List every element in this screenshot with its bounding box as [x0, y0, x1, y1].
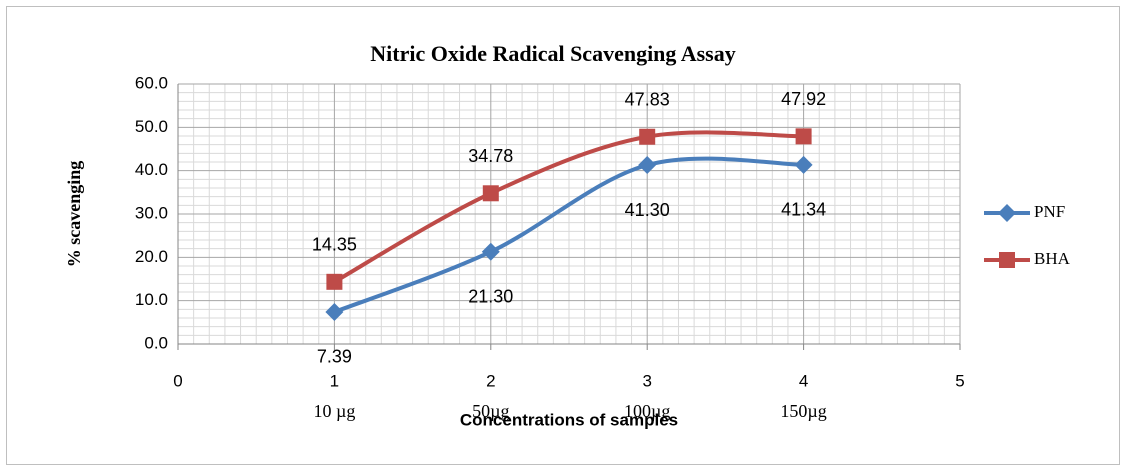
data-label: 7.39 [317, 347, 352, 367]
data-label: 21.30 [468, 286, 513, 306]
y-tick-label: 60.0 [135, 73, 168, 92]
data-label: 41.30 [625, 200, 670, 220]
legend-label: BHA [1034, 249, 1071, 268]
y-tick-label: 20.0 [135, 247, 168, 266]
legend-marker [998, 204, 1016, 222]
marker [326, 273, 343, 290]
data-label: 41.34 [781, 200, 826, 220]
data-label: 34.78 [468, 146, 513, 166]
data-label: 47.83 [625, 89, 670, 109]
marker [325, 302, 344, 321]
y-tick-label: 30.0 [135, 203, 168, 222]
x-axis-title: Concentrations of samples [460, 410, 678, 429]
x-tick-label: 1 [330, 371, 339, 390]
marker [638, 156, 657, 175]
legend-marker [999, 252, 1015, 268]
y-tick-label: 40.0 [135, 160, 168, 179]
concentration-label: 150µg [780, 401, 826, 421]
x-tick-label: 2 [486, 371, 495, 390]
legend-label: PNF [1034, 202, 1065, 221]
x-tick-label: 5 [955, 371, 964, 390]
concentration-label: 50µg [472, 401, 509, 421]
marker [639, 128, 656, 145]
x-tick-label: 3 [642, 371, 651, 390]
marker [795, 128, 812, 145]
chart-title: Nitric Oxide Radical Scavenging Assay [370, 41, 735, 66]
chart-border [6, 6, 1120, 465]
marker [794, 155, 813, 174]
x-tick-label: 0 [173, 371, 182, 390]
concentration-label: 10 µg [313, 401, 355, 421]
marker [481, 242, 500, 261]
series-line [333, 130, 804, 284]
y-tick-label: 50.0 [135, 117, 168, 136]
y-tick-label: 0.0 [144, 333, 168, 352]
series-line [333, 156, 804, 314]
x-tick-label: 4 [799, 371, 808, 390]
y-tick-label: 10.0 [135, 290, 168, 309]
data-label: 47.92 [781, 89, 826, 109]
data-label: 14.35 [312, 235, 357, 255]
marker [482, 185, 499, 202]
concentration-label: 100µg [624, 401, 670, 421]
y-axis-title: % scavenging [64, 161, 84, 268]
